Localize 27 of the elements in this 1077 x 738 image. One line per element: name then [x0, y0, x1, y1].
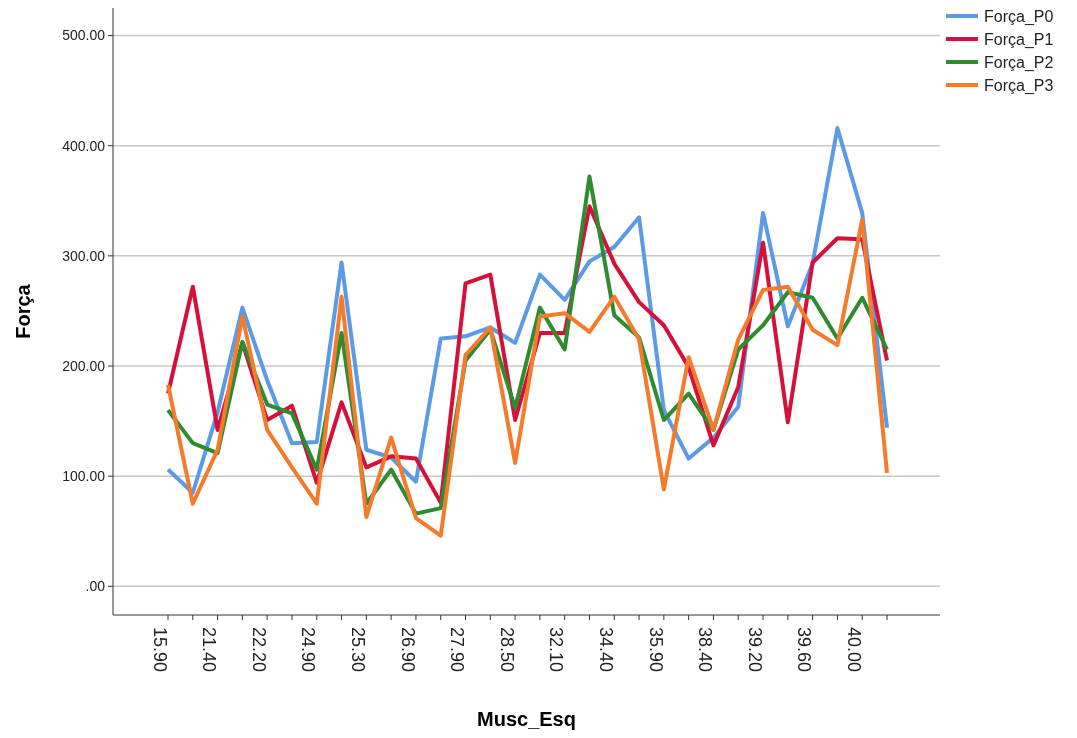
- y-tick-label: 300.00: [62, 247, 106, 264]
- x-tick-label: 22.20: [248, 627, 269, 673]
- x-tick-label: 28.50: [496, 627, 517, 673]
- legend-label: Força_P2: [984, 53, 1054, 72]
- x-tick-label: 27.90: [447, 627, 468, 673]
- y-tick-label: 400.00: [62, 137, 106, 154]
- y-tick-label: 500.00: [62, 27, 106, 44]
- x-tick-label: 39.20: [744, 627, 765, 673]
- x-tick-label: 40.00: [843, 627, 864, 673]
- x-tick-label: 39.60: [794, 627, 815, 673]
- x-tick-label: 15.90: [149, 627, 170, 673]
- x-tick-label: 26.90: [397, 627, 418, 673]
- y-axis-title: Força: [12, 283, 34, 339]
- x-tick-label: 35.90: [645, 627, 666, 673]
- y-tick-label: 200.00: [62, 357, 106, 374]
- y-tick-label: .00: [85, 578, 106, 595]
- x-tick-label: 34.40: [595, 627, 616, 673]
- x-axis-title: Musc_Esq: [477, 708, 576, 730]
- y-tick-label: 100.00: [62, 468, 106, 485]
- x-tick-label: 32.10: [546, 627, 567, 673]
- x-tick-label: 21.40: [199, 627, 220, 673]
- x-tick-label: 25.30: [348, 627, 369, 673]
- x-tick-label: 24.90: [298, 627, 319, 673]
- legend-label: Força_P0: [984, 7, 1054, 26]
- legend-label: Força_P1: [984, 30, 1054, 49]
- x-tick-label: 38.40: [695, 627, 716, 673]
- legend-label: Força_P3: [984, 76, 1054, 95]
